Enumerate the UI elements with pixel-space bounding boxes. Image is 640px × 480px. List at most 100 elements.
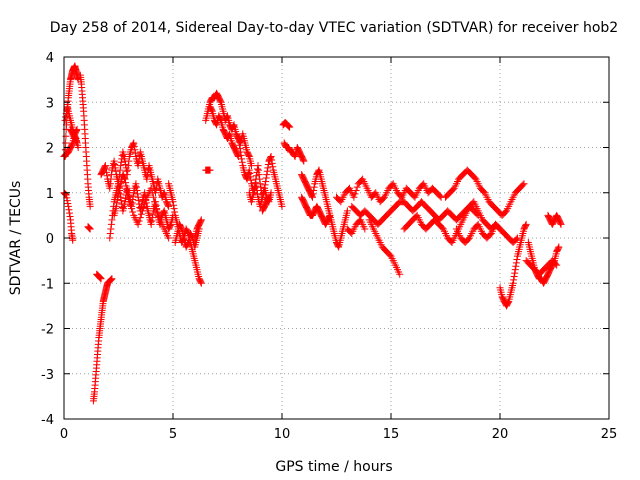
data-point (254, 162, 262, 170)
data-point-interp (154, 209, 162, 217)
data-point-interp (149, 210, 157, 218)
data-point (522, 220, 530, 228)
data-point (245, 166, 253, 174)
data-point (557, 220, 565, 228)
data-point (234, 134, 242, 142)
series-seg6 (89, 275, 116, 405)
data-point-interp (96, 274, 104, 282)
data-point-interp (351, 190, 359, 198)
data-point-interp (197, 278, 205, 286)
data-point-interp (522, 222, 530, 230)
data-point-interp (148, 217, 156, 225)
series-seg16 (202, 166, 214, 174)
axis-ticks: 0 5 10 15 20 25 -4 -3 -2 -1 0 1 2 3 4 (41, 51, 617, 442)
series-seg26 (365, 216, 404, 278)
series-seg27 (343, 216, 369, 237)
data-point-interp (171, 208, 179, 216)
data-point (300, 157, 308, 165)
x-tick-label: 0 (60, 427, 68, 442)
data-point-interp (149, 193, 157, 201)
data-point-interp (160, 190, 168, 198)
data-point (73, 125, 81, 133)
data-point-interp (334, 242, 342, 250)
data-point (252, 180, 260, 188)
data-point-interp (264, 194, 272, 202)
y-tick-label: -3 (41, 368, 54, 383)
data-point-interp (511, 269, 519, 277)
data-point-interp (135, 158, 143, 166)
data-point (73, 139, 81, 147)
data-point-interp (236, 145, 244, 153)
data-point-interp (122, 179, 130, 187)
series-seg1 (60, 189, 77, 244)
data-point-interp (62, 139, 70, 147)
data-point-interp (268, 159, 276, 167)
data-point (86, 225, 94, 233)
data-point-interp (246, 170, 254, 178)
x-tick-label: 25 (601, 427, 618, 442)
series-seg34 (544, 211, 565, 228)
series-seg7 (93, 270, 105, 283)
data-point (121, 175, 129, 183)
data-point (237, 148, 245, 156)
data-point-interp (107, 220, 115, 228)
data-point-interp (285, 122, 293, 130)
data-point-interp (133, 186, 141, 194)
data-point-interp (238, 158, 246, 166)
data-point-interp (135, 197, 143, 205)
data-point-interp (208, 106, 216, 114)
series-seg23 (298, 193, 334, 228)
x-axis-label: GPS time / hours (275, 459, 392, 475)
data-point-interp (148, 214, 156, 222)
data-point (326, 211, 334, 219)
data-point-interp (102, 165, 110, 173)
data-point-interp (137, 210, 145, 218)
data-point (147, 220, 155, 228)
data-point-interp (160, 208, 168, 216)
data-point-interp (135, 217, 143, 225)
data-point (106, 184, 114, 192)
data-point-interp (262, 174, 270, 182)
data-point-interp (68, 140, 76, 148)
data-point (97, 275, 105, 283)
data-point (511, 266, 519, 274)
data-point-interp (229, 122, 237, 130)
data-point-interp (315, 167, 323, 175)
data-point-interp (117, 158, 125, 166)
data-point (520, 180, 528, 188)
data-point-interp (66, 213, 74, 221)
series-seg35 (84, 223, 94, 233)
data-point-interp (170, 201, 178, 209)
data-point-interp (510, 276, 518, 284)
data-point-interp (235, 141, 243, 149)
series-seg5 (76, 71, 94, 210)
data-point-interp (513, 255, 521, 263)
data-point-interp (130, 142, 138, 150)
data-point-interp (131, 149, 139, 157)
data-point (108, 216, 116, 224)
data-point-interp (113, 199, 121, 207)
data-point (108, 275, 116, 283)
y-axis-label: SDTVAR / TECUs (8, 181, 24, 296)
data-point-interp (510, 272, 518, 280)
data-point-interp (325, 213, 333, 221)
series-seg30 (452, 220, 504, 247)
data-point-interp (262, 177, 270, 185)
data-point-interp (150, 198, 158, 206)
data-point-interp (243, 174, 251, 182)
data-point-interp (122, 182, 130, 190)
data-point (130, 139, 138, 147)
data-point (112, 202, 120, 210)
series-seg19 (258, 193, 273, 215)
series-seg36 (67, 125, 81, 147)
data-point-interp (212, 120, 220, 128)
data-point-interp (197, 217, 205, 225)
y-tick-label: 3 (46, 96, 54, 111)
data-point-interp (245, 151, 253, 159)
data-point-interp (140, 203, 148, 211)
y-tick-label: 2 (46, 142, 54, 157)
data-point-interp (112, 167, 120, 175)
data-point (206, 166, 214, 174)
series-seg13 (191, 216, 205, 242)
data-point (69, 236, 77, 244)
